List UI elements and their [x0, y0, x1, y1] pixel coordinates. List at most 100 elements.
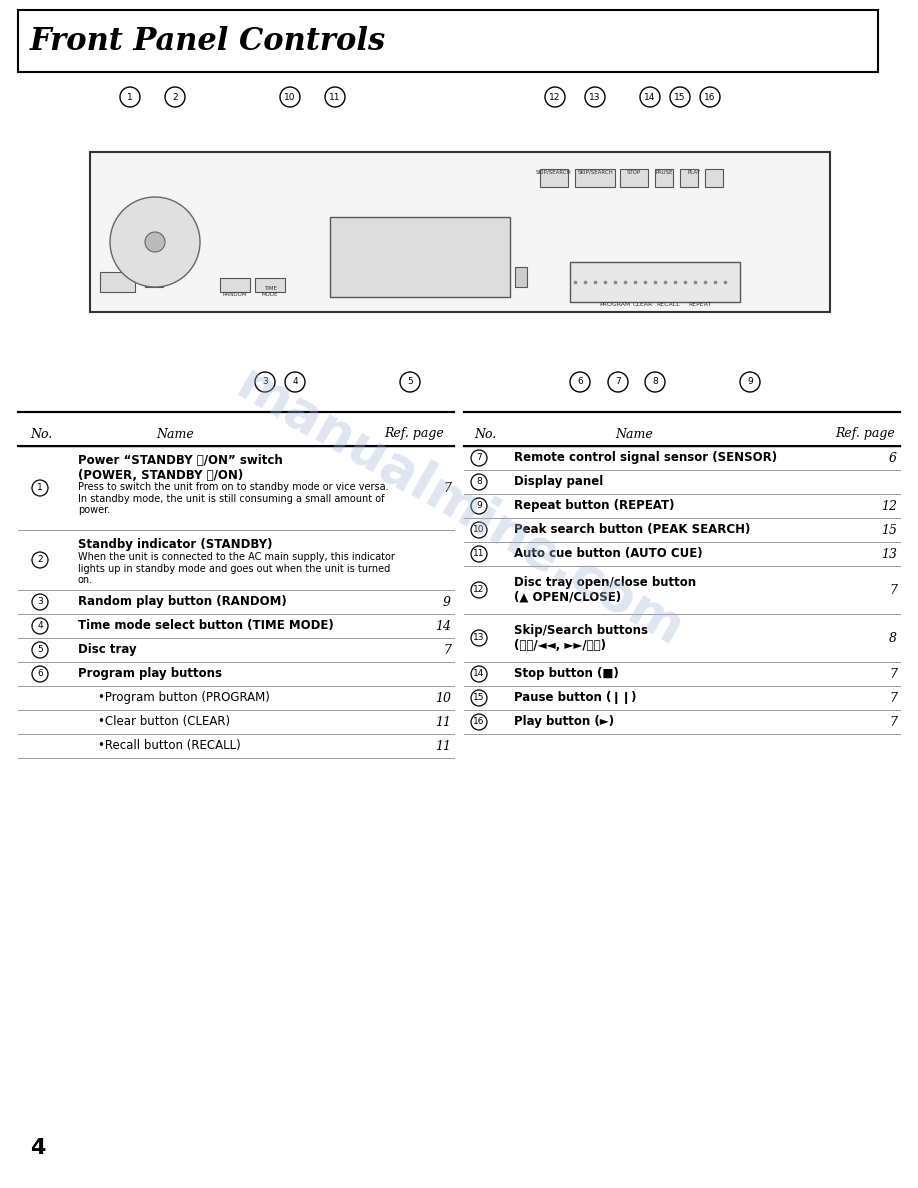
Bar [220, 278, 250, 292]
Text: 12: 12 [881, 499, 897, 512]
Circle shape [471, 474, 487, 489]
Text: 15: 15 [674, 93, 686, 101]
Text: 14: 14 [474, 670, 485, 678]
Circle shape [585, 87, 605, 107]
Text: 8: 8 [889, 632, 897, 645]
Text: Random play button (RANDOM): Random play button (RANDOM) [78, 595, 286, 608]
Text: Display panel: Display panel [514, 475, 603, 488]
Bar [540, 169, 568, 187]
Text: 7: 7 [443, 644, 451, 657]
Text: •Clear button (CLEAR): •Clear button (CLEAR) [98, 715, 230, 728]
Text: Peak search button (PEAK SEARCH): Peak search button (PEAK SEARCH) [514, 524, 750, 537]
Text: Press to switch the unit from on to standby mode or vice versa.
In standby mode,: Press to switch the unit from on to stan… [78, 482, 388, 516]
Circle shape [471, 498, 487, 514]
Circle shape [471, 582, 487, 598]
Text: 6: 6 [577, 378, 583, 386]
Circle shape [740, 372, 760, 392]
Circle shape [471, 522, 487, 538]
Text: Standby indicator (STANDBY): Standby indicator (STANDBY) [78, 538, 273, 551]
Text: No.: No. [30, 428, 52, 441]
Text: Skip/Search buttons
(⧘⧙/◄◄, ►►/⧙⧘): Skip/Search buttons (⧘⧙/◄◄, ►►/⧙⧘) [514, 624, 648, 652]
Text: 3: 3 [37, 598, 43, 607]
Bar [575, 169, 615, 187]
Text: 9: 9 [443, 595, 451, 608]
Text: manualmine.com: manualmine.com [228, 359, 693, 657]
Bar [145, 274, 163, 287]
Bar [680, 169, 698, 187]
Text: STOP: STOP [627, 170, 641, 175]
Bar [90, 152, 830, 312]
Text: 13: 13 [589, 93, 600, 101]
Circle shape [570, 372, 590, 392]
Circle shape [280, 87, 300, 107]
Text: 10: 10 [435, 691, 451, 704]
Text: 4: 4 [292, 378, 297, 386]
Text: Remote control signal sensor (SENSOR): Remote control signal sensor (SENSOR) [514, 451, 778, 465]
Circle shape [110, 197, 200, 287]
Text: 12: 12 [549, 93, 561, 101]
Text: Ref. page: Ref. page [385, 428, 444, 441]
Text: •Program button (PROGRAM): •Program button (PROGRAM) [98, 691, 270, 704]
Text: 11: 11 [435, 715, 451, 728]
Bar [620, 169, 648, 187]
Text: 13: 13 [474, 633, 485, 643]
Text: 11: 11 [330, 93, 341, 101]
Text: 4: 4 [38, 621, 43, 631]
Text: Stop button (■): Stop button (■) [514, 668, 619, 681]
Text: 13: 13 [881, 548, 897, 561]
Circle shape [32, 594, 48, 609]
Text: 10: 10 [285, 93, 296, 101]
Text: PAUSE: PAUSE [655, 170, 673, 175]
Text: SKIP/SEARCH: SKIP/SEARCH [536, 170, 572, 175]
Text: Pause button (❙❙): Pause button (❙❙) [514, 691, 636, 704]
Circle shape [400, 372, 420, 392]
Bar [515, 267, 527, 287]
Text: Play button (►): Play button (►) [514, 715, 614, 728]
Circle shape [120, 87, 140, 107]
Circle shape [471, 666, 487, 682]
Text: 7: 7 [476, 454, 482, 462]
Text: RECALL: RECALL [656, 302, 680, 307]
Circle shape [165, 87, 185, 107]
Text: •Recall button (RECALL): •Recall button (RECALL) [98, 739, 241, 752]
Text: 10: 10 [474, 525, 485, 535]
Text: RANDOM: RANDOM [223, 292, 247, 297]
Text: 9: 9 [476, 501, 482, 511]
Text: Power “STANDBY ⏻/ON” switch
(POWER, STANDBY ⏻/ON): Power “STANDBY ⏻/ON” switch (POWER, STAN… [78, 454, 283, 482]
Text: Disc tray: Disc tray [78, 644, 137, 657]
Circle shape [255, 372, 275, 392]
Text: 14: 14 [644, 93, 655, 101]
Bar [655, 169, 673, 187]
Text: Auto cue button (AUTO CUE): Auto cue button (AUTO CUE) [514, 548, 702, 561]
Circle shape [545, 87, 565, 107]
Text: Repeat button (REPEAT): Repeat button (REPEAT) [514, 499, 675, 512]
Circle shape [670, 87, 690, 107]
Text: 6: 6 [37, 670, 43, 678]
Text: 2: 2 [38, 556, 43, 564]
Text: CLEAR: CLEAR [633, 302, 653, 307]
Circle shape [471, 690, 487, 706]
Text: Name: Name [156, 428, 194, 441]
Text: 7: 7 [889, 715, 897, 728]
Text: 16: 16 [704, 93, 716, 101]
Text: Program play buttons: Program play buttons [78, 668, 222, 681]
Text: Ref. page: Ref. page [835, 428, 895, 441]
Circle shape [32, 618, 48, 634]
Text: 14: 14 [435, 619, 451, 632]
Circle shape [640, 87, 660, 107]
Circle shape [285, 372, 305, 392]
Text: 15: 15 [474, 694, 485, 702]
Text: 4: 4 [30, 1138, 45, 1158]
Text: 6: 6 [889, 451, 897, 465]
Text: Front Panel Controls: Front Panel Controls [30, 25, 386, 57]
Circle shape [471, 630, 487, 646]
Circle shape [608, 372, 628, 392]
Text: 16: 16 [474, 718, 485, 727]
Text: 7: 7 [889, 668, 897, 681]
Circle shape [32, 666, 48, 682]
Text: 7: 7 [615, 378, 621, 386]
Text: 9: 9 [747, 378, 753, 386]
Circle shape [645, 372, 665, 392]
Bar [255, 278, 285, 292]
Bar [705, 169, 723, 187]
